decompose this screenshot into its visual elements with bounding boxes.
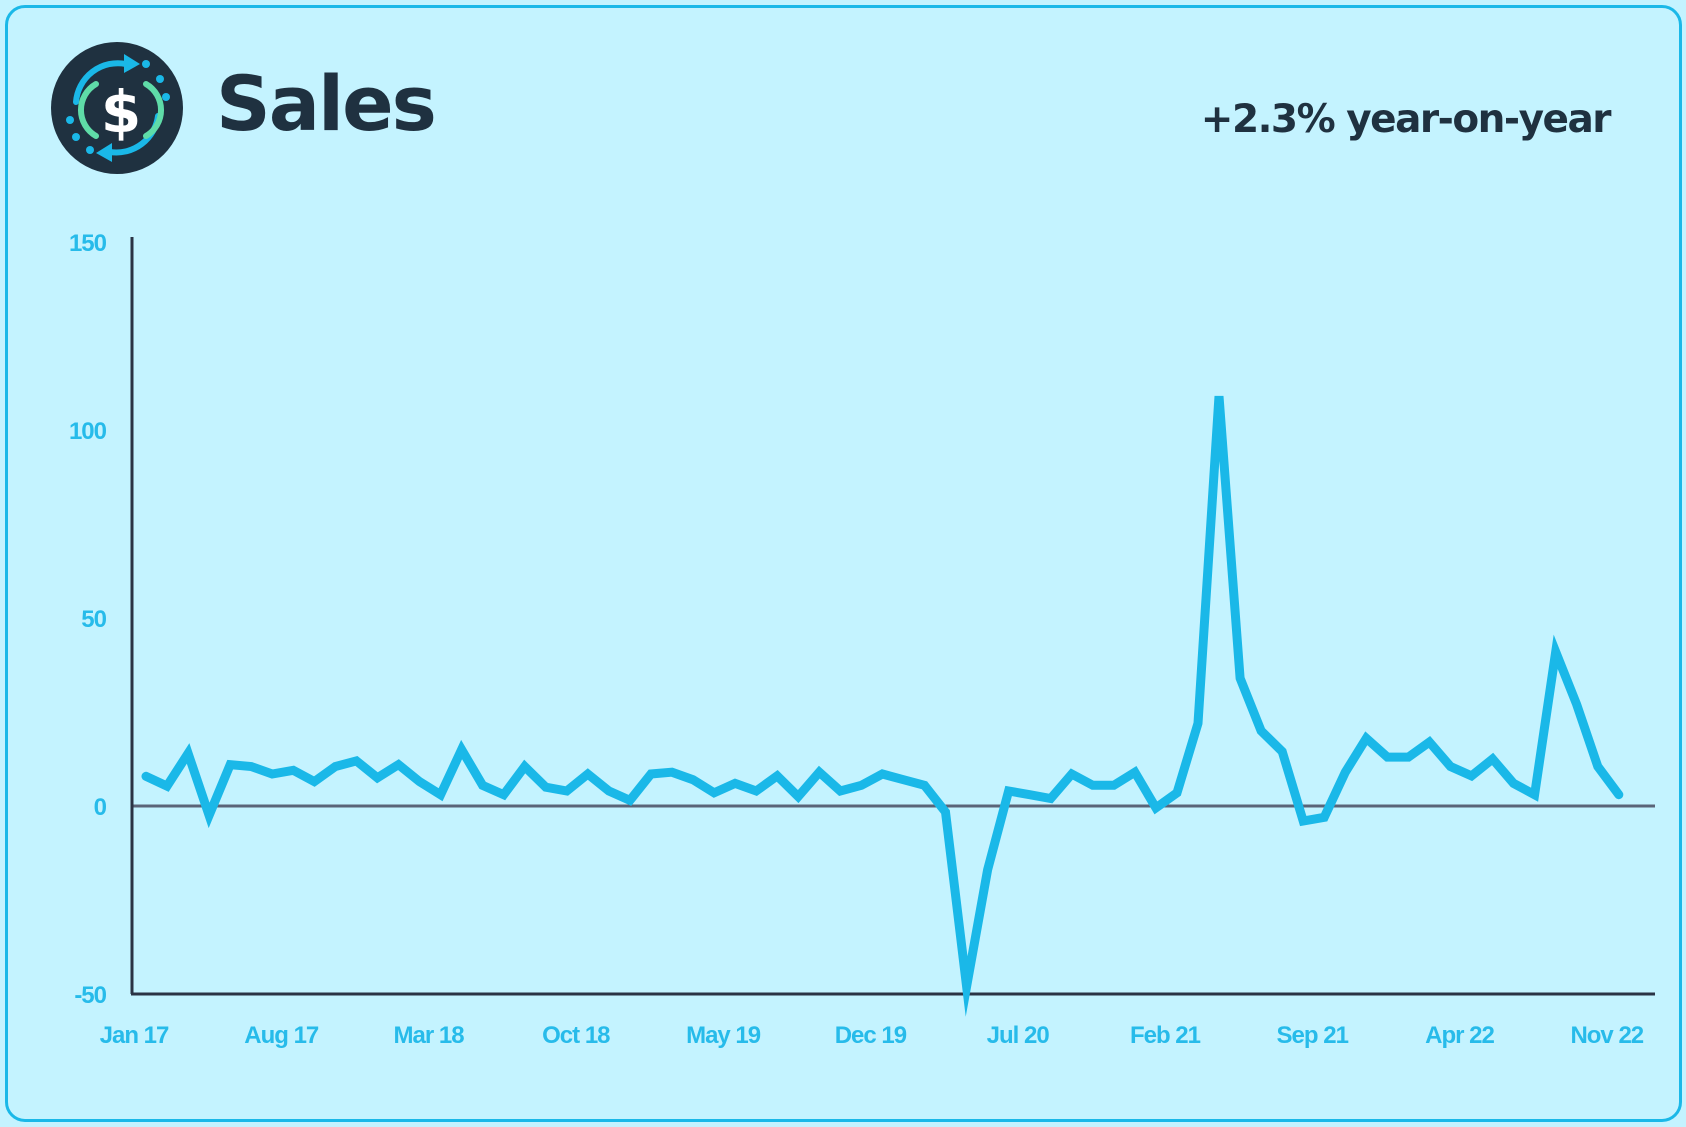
x-axis-ticks: Jan 17 Aug 17 Mar 18 Oct 18 May 19 Dec 19 Jul … [100,1022,1645,1049]
x-tick-label: May 19 [686,1022,761,1049]
svg-text:$: $ [101,78,141,146]
y-tick-label: 150 [69,230,107,257]
x-tick-label: Aug 17 [244,1022,319,1049]
y-axis-ticks: 150 100 50 0 -50 [69,230,108,1009]
x-tick-label: Dec 19 [835,1022,907,1049]
y-tick-label: -50 [74,982,106,1009]
x-tick-label: Jan 17 [100,1022,169,1049]
y-tick-label: 50 [81,606,106,633]
y-tick-label: 100 [69,418,107,445]
sales-card [5,5,1682,1122]
x-tick-label: Jul 20 [987,1022,1050,1049]
y-tick-label: 0 [94,794,107,821]
x-tick-label: Mar 18 [394,1022,465,1049]
sales-series-line [141,395,1624,1017]
x-tick-label: Apr 22 [1425,1022,1494,1049]
x-tick-label: Sep 21 [1277,1022,1349,1049]
yoy-change-label: +2.3% year-on-year [1200,97,1612,142]
page-title: Sales [216,59,437,148]
dollar-cycle-icon: $ [51,42,183,174]
x-tick-label: Feb 21 [1130,1022,1201,1049]
x-tick-label: Nov 22 [1570,1022,1643,1049]
x-tick-label: Oct 18 [542,1022,610,1049]
